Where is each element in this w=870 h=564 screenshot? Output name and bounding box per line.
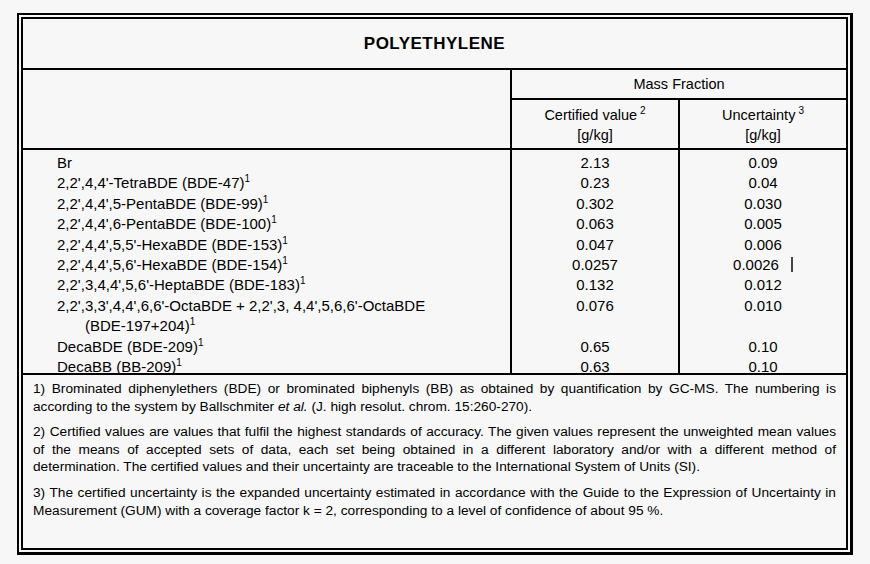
analyte-name: (BDE-197+204)1 (57, 316, 510, 336)
certified-value-header: Certified value2 [g/kg] (512, 100, 678, 148)
mass-fraction-header: Mass Fraction (512, 70, 846, 100)
certified-value: 0.0257 (512, 255, 678, 275)
footnote-ref-1: 1 (282, 255, 288, 266)
footnote-ref-2: 2 (640, 105, 646, 116)
analyte-name: 2,2',3,4,4',5,6'-HeptaBDE (BDE-183)1 (57, 275, 510, 295)
footnote-ref-3: 3 (798, 105, 804, 116)
table-header: Mass Fraction Certified value2 [g/kg] Un… (23, 70, 846, 150)
certified-value: 0.076 (512, 296, 678, 316)
analyte-name: 2,2',4,4',5,5'-HexaBDE (BDE-153)1 (57, 235, 510, 255)
footnote: 2) Certified values are values that fulf… (33, 423, 836, 476)
certified-value: 0.047 (512, 235, 678, 255)
uncertainty-value: 0.005 (680, 214, 846, 234)
table-body: Br2,2',4,4'-TetraBDE (BDE-47)12,2',4,4',… (23, 150, 846, 375)
certified-value: 0.063 (512, 214, 678, 234)
analyte-name: DecaBDE (BDE-209)1 (57, 337, 510, 357)
certified-value: 0.23 (512, 173, 678, 193)
analyte-name: 2,2',3,3',4,4',6,6'-OctaBDE + 2,2',3, 4,… (57, 296, 510, 316)
uncertainty-unit: [g/kg] (745, 125, 780, 145)
footnotes: 1) Brominated diphenylethers (BDE) or br… (23, 375, 846, 548)
mass-fraction-block: Mass Fraction Certified value2 [g/kg] Un… (510, 70, 846, 148)
footnote-ref-1: 1 (190, 316, 196, 327)
uncertainty-value: 0.04 (680, 173, 846, 193)
footnote: 1) Brominated diphenylethers (BDE) or br… (33, 380, 836, 415)
certificate-table-inner: POLYETHYLENE Mass Fraction Certified val… (21, 17, 848, 550)
certified-value: 2.13 (512, 153, 678, 173)
analyte-name: 2,2',4,4',5-PentaBDE (BDE-99)1 (57, 194, 510, 214)
analyte-name: 2,2',4,4',5,6'-HexaBDE (BDE-154)1 (57, 255, 510, 275)
footnote-ref-1: 1 (300, 275, 306, 286)
footnote-ref-1: 1 (263, 194, 269, 205)
uncertainty-value: 0.012 (680, 275, 846, 295)
footnote: 3) The certified uncertainty is the expa… (33, 484, 836, 519)
certified-values-column: 2.130.230.3020.0630.0470.02570.1320.076 … (510, 150, 678, 373)
uncertainty-header: Uncertainty3 [g/kg] (678, 100, 846, 148)
certificate-table: POLYETHYLENE Mass Fraction Certified val… (17, 13, 853, 555)
uncertainty-value: 0.010 (680, 296, 846, 316)
analyte-names-column: Br2,2',4,4'-TetraBDE (BDE-47)12,2',4,4',… (23, 150, 510, 373)
footnote-ref-1: 1 (198, 337, 204, 348)
analyte-name: 2,2',4,4',6-PentaBDE (BDE-100)1 (57, 214, 510, 234)
uncertainty-value: 0.0026 (680, 255, 846, 275)
footnote-ref-1: 1 (271, 214, 277, 225)
certified-value: 0.65 (512, 337, 678, 357)
table-title: POLYETHYLENE (23, 19, 846, 70)
certified-value: 0.302 (512, 194, 678, 214)
uncertainty-value (680, 316, 846, 336)
certified-value: 0.132 (512, 275, 678, 295)
sub-headers: Certified value2 [g/kg] Uncertainty3 [g/… (512, 100, 846, 148)
uncertainty-label: Uncertainty3 (722, 105, 804, 125)
certified-value (512, 316, 678, 336)
cursor-artifact (791, 257, 793, 272)
certified-value-label: Certified value2 (544, 105, 645, 125)
footnote-ref-1: 1 (282, 235, 288, 246)
analyte-column-header-empty (23, 70, 510, 148)
footnote-ref-1: 1 (176, 357, 182, 368)
uncertainty-value: 0.10 (680, 337, 846, 357)
analyte-name: Br (57, 153, 510, 173)
uncertainty-values-column: 0.090.040.0300.0050.0060.00260.0120.010 … (678, 150, 846, 373)
analyte-name: 2,2',4,4'-TetraBDE (BDE-47)1 (57, 173, 510, 193)
uncertainty-value: 0.030 (680, 194, 846, 214)
uncertainty-value: 0.09 (680, 153, 846, 173)
uncertainty-value: 0.006 (680, 235, 846, 255)
certified-value-unit: [g/kg] (577, 125, 612, 145)
footnote-ref-1: 1 (244, 173, 250, 184)
